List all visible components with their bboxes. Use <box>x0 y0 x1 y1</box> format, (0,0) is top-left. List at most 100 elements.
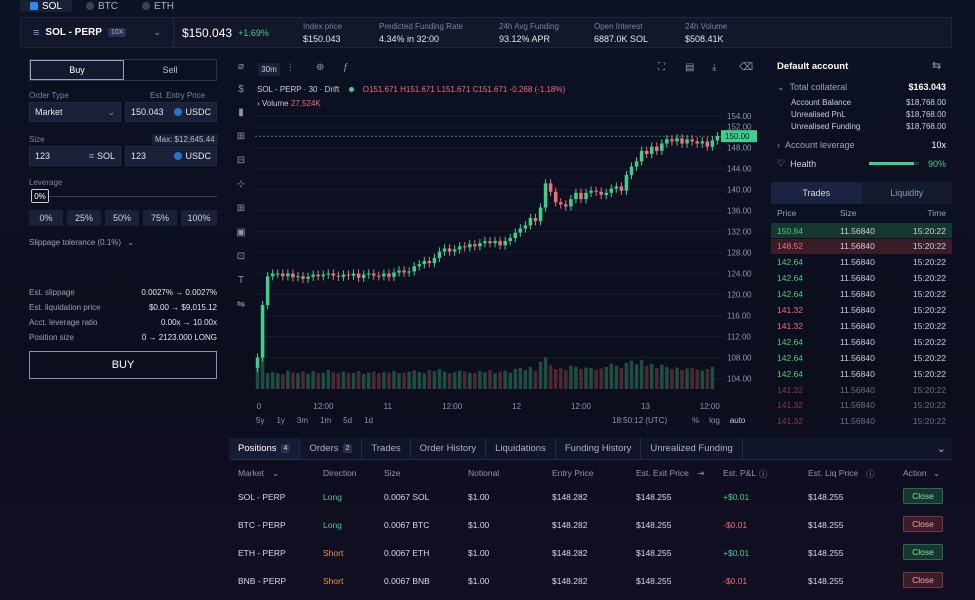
candle-body <box>553 191 558 203</box>
position-liq: $148.255 <box>808 548 844 558</box>
buy-tab[interactable]: Buy <box>30 60 124 80</box>
grid-icon[interactable]: ⊞ <box>236 130 246 142</box>
tab-funding-history[interactable]: Funding History <box>556 438 642 459</box>
pct-25-button[interactable]: 25% <box>67 210 101 226</box>
position-exit: $148.255 <box>636 492 672 502</box>
health-bar <box>869 162 919 165</box>
tab-eth[interactable]: ETH <box>132 0 184 12</box>
slippage-toggle[interactable]: Slippage tolerance (0.1%) ⌄ <box>29 238 134 247</box>
range-1y[interactable]: 1y <box>276 416 285 425</box>
x-tick-label: 12:00 <box>442 402 463 411</box>
leverage-value[interactable]: 0% <box>31 189 49 203</box>
tab-order-history[interactable]: Order History <box>411 438 487 459</box>
window-icon[interactable]: ⊞ <box>236 202 246 214</box>
volume-bar <box>407 371 411 389</box>
tab-sol[interactable]: SOL <box>20 0 73 12</box>
candles-icon[interactable]: ⫶ <box>289 63 292 74</box>
pct-50-button[interactable]: 50% <box>105 210 139 226</box>
order-type-select[interactable]: Market ⌄ <box>29 102 121 122</box>
candle-body <box>629 166 634 175</box>
tab-trades[interactable]: Trades <box>362 438 411 459</box>
volume-bar <box>629 360 634 389</box>
pct-0-button[interactable]: 0% <box>29 210 63 226</box>
volume-bar <box>301 371 305 389</box>
candle-body <box>462 246 467 248</box>
pct-100-button[interactable]: 100% <box>181 210 217 226</box>
volume-bar <box>346 372 351 389</box>
layout-icon[interactable]: ⊟ <box>236 154 246 166</box>
trade-size: 11.56840 <box>840 400 875 411</box>
range-5d[interactable]: 5d <box>343 416 353 425</box>
scale-log[interactable]: log <box>709 416 720 425</box>
volume-bar <box>579 369 583 389</box>
trade-row: 141.32 11.56840 15:20:22 <box>771 303 952 318</box>
header-market[interactable]: Market <box>238 468 264 478</box>
sell-tab[interactable]: Sell <box>162 65 178 75</box>
scale-auto[interactable]: auto <box>729 416 746 425</box>
volume-bar <box>270 372 275 389</box>
interval-30m[interactable]: 30m <box>258 63 280 76</box>
market-header: ≡ SOL - PERP 10X ⌄ $150.043 +1.69% Index… <box>20 17 952 48</box>
tab-trades[interactable]: Trades <box>771 182 862 204</box>
volume-bar <box>291 372 295 389</box>
crosshair-icon[interactable]: ⊹ <box>236 178 246 190</box>
candlestick-chart[interactable]: 150.00 154.00 152.00 148.00 144.00 140.00 136… <box>255 109 762 454</box>
frame-icon[interactable]: ▣ <box>236 226 246 238</box>
tab-positions[interactable]: Positions 4 <box>229 438 301 459</box>
tab-liquidity[interactable]: Liquidity <box>890 188 924 198</box>
range-1m[interactable]: 1m <box>320 416 332 425</box>
market-selector[interactable]: ≡ SOL - PERP 10X ⌄ <box>21 18 174 47</box>
download-icon[interactable]: ⤓ <box>712 62 717 73</box>
ruler-icon[interactable]: ⇋ <box>236 298 246 310</box>
save-icon[interactable]: ▤ <box>685 62 695 73</box>
volume-bar <box>528 366 533 389</box>
swap-icon[interactable]: ⇆ <box>932 60 942 72</box>
trade-time: 15:20:22 <box>912 305 946 315</box>
paperclip-icon[interactable]: ⌀ <box>237 60 245 72</box>
size-input[interactable]: 123 ≡ SOL <box>29 146 121 166</box>
target-icon[interactable]: ⊡ <box>236 250 246 262</box>
candle-body <box>457 246 462 250</box>
bar-chart-icon[interactable]: ▮ <box>238 106 244 118</box>
volume-bar <box>660 364 664 389</box>
tab-orders[interactable]: Orders 2 <box>300 438 363 459</box>
close-position-button[interactable]: Close <box>903 544 943 560</box>
volume-bar <box>457 370 462 389</box>
candle-body <box>442 248 447 252</box>
candle-body <box>377 275 381 277</box>
close-position-button[interactable]: Close <box>903 516 943 532</box>
range-5y[interactable]: 5y <box>256 416 265 425</box>
trade-time: 15:20:22 <box>912 241 946 252</box>
candle-body <box>306 276 310 279</box>
range-3m[interactable]: 3m <box>296 416 309 425</box>
close-position-button[interactable]: Close <box>903 488 943 504</box>
text-icon[interactable]: T <box>237 274 245 286</box>
chevron-down-icon[interactable]: ⌄ <box>936 443 946 455</box>
dollar-icon[interactable]: $ <box>238 83 244 95</box>
tab-unrealized-funding[interactable]: Unrealized Funding <box>641 438 743 459</box>
account-leverage-row[interactable]: › Account leverage 10x <box>777 140 946 150</box>
entry-price-field[interactable]: 150.043 USDC <box>125 102 217 122</box>
tab-btc[interactable]: BTC <box>76 0 128 12</box>
buy-submit-button[interactable]: BUY <box>29 351 217 379</box>
range-1d[interactable]: 1d <box>364 416 373 425</box>
trash-icon[interactable]: ⌫ <box>739 62 754 73</box>
position-direction: Long <box>323 492 342 502</box>
pct-75-button[interactable]: 75% <box>143 210 177 226</box>
leverage-slider[interactable]: 0% <box>29 188 217 204</box>
trade-size: 11.56840 <box>840 289 875 300</box>
function-icon[interactable]: ƒ <box>343 62 349 73</box>
header-liq-price: Est. Liq Price <box>808 468 859 478</box>
tab-liquidations[interactable]: Liquidations <box>486 438 556 459</box>
leverage-badge: 10X <box>107 28 127 37</box>
fullscreen-icon[interactable]: ⛶ <box>658 62 665 73</box>
plus-circle-icon[interactable]: ⊕ <box>316 62 325 73</box>
position-row: SOL - PERP Long 0.0067 SOL $1.00 $148.282 $14… <box>229 483 952 511</box>
close-position-button[interactable]: Close <box>903 572 943 588</box>
candle-body <box>619 186 624 191</box>
scale-percent[interactable]: % <box>692 416 700 425</box>
usdc-size-input[interactable]: 123 USDC <box>125 146 217 166</box>
candle-body <box>649 146 654 155</box>
chevron-down-icon: ⌄ <box>272 468 280 478</box>
total-collateral[interactable]: ⌄ Total collateral $163.043 <box>777 82 946 92</box>
